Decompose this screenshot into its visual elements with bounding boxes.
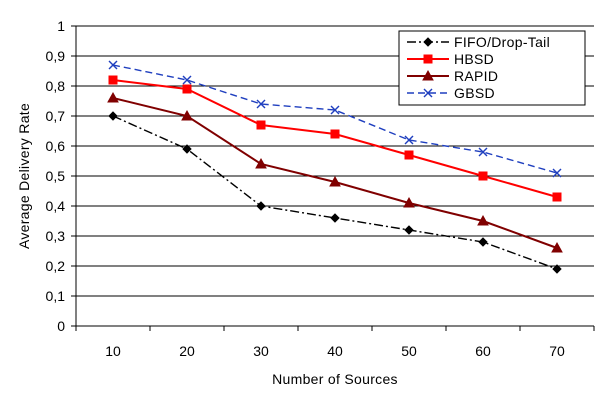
y-tick-label: 0 — [57, 318, 65, 334]
data-point — [478, 147, 488, 157]
y-axis-title: Average Delivery Rate — [16, 103, 32, 249]
y-tick-label: 0,7 — [46, 108, 66, 124]
y-tick-label: 0,2 — [46, 258, 66, 274]
x-tick-label: 40 — [327, 343, 343, 359]
y-tick-labels: 0 0,1 0,2 0,3 0,4 0,5 0,6 0,7 0,8 0,9 1 — [46, 18, 66, 334]
data-point — [255, 157, 267, 169]
data-point — [108, 75, 118, 85]
data-point — [551, 241, 563, 253]
legend-label: FIFO/Drop-Tail — [454, 34, 550, 50]
data-point — [256, 120, 266, 130]
series-lines — [107, 60, 563, 274]
legend-item: HBSD — [407, 51, 494, 67]
data-point — [404, 135, 414, 145]
data-point — [478, 171, 488, 181]
data-point — [404, 150, 414, 160]
series-gbsd — [108, 60, 562, 178]
x-axis-title: Number of Sources — [272, 371, 398, 387]
data-point — [552, 192, 562, 202]
data-point — [403, 196, 415, 208]
y-tick-label: 0,1 — [46, 288, 66, 304]
data-point — [330, 213, 340, 223]
data-point — [256, 201, 266, 211]
legend-label: RAPID — [454, 68, 498, 84]
legend-label: GBSD — [454, 85, 495, 101]
legend-item: RAPID — [407, 68, 498, 84]
legend-item: GBSD — [407, 85, 495, 101]
y-tick-label: 0,4 — [46, 198, 66, 214]
x-tick-label: 10 — [105, 343, 121, 359]
x-tick-label: 70 — [549, 343, 565, 359]
y-tick-label: 0,8 — [46, 78, 66, 94]
legend-marker — [422, 69, 434, 81]
data-point — [329, 175, 341, 187]
data-point — [107, 91, 119, 103]
data-point — [477, 214, 489, 226]
data-point — [330, 105, 340, 115]
y-tick-label: 1 — [57, 18, 65, 34]
axes — [75, 26, 595, 331]
x-tick-label: 20 — [179, 343, 195, 359]
legend-label: HBSD — [454, 51, 494, 67]
x-tick-label: 30 — [253, 343, 269, 359]
data-point — [182, 75, 192, 85]
data-point — [108, 111, 118, 121]
legend-item: FIFO/Drop-Tail — [407, 34, 550, 50]
series-hbsd — [108, 75, 562, 202]
data-point — [182, 144, 192, 154]
series-rapid — [107, 91, 563, 253]
legend-marker — [423, 88, 433, 98]
legend-marker — [423, 54, 433, 64]
x-tick-labels: 10 20 30 40 50 60 70 — [105, 343, 565, 359]
data-point — [404, 225, 414, 235]
y-tick-label: 0,5 — [46, 168, 66, 184]
data-point — [552, 264, 562, 274]
legend-marker — [423, 37, 433, 47]
x-tick-label: 50 — [401, 343, 417, 359]
data-point — [108, 60, 118, 70]
data-point — [478, 237, 488, 247]
y-tick-label: 0,6 — [46, 138, 66, 154]
series-fifo-drop-tail — [108, 111, 562, 274]
y-tick-label: 0,3 — [46, 228, 66, 244]
data-point — [182, 84, 192, 94]
data-point — [181, 109, 193, 121]
data-point — [552, 168, 562, 178]
x-tick-label: 60 — [475, 343, 491, 359]
data-point — [256, 99, 266, 109]
data-point — [330, 129, 340, 139]
y-tick-label: 0,9 — [46, 48, 66, 64]
